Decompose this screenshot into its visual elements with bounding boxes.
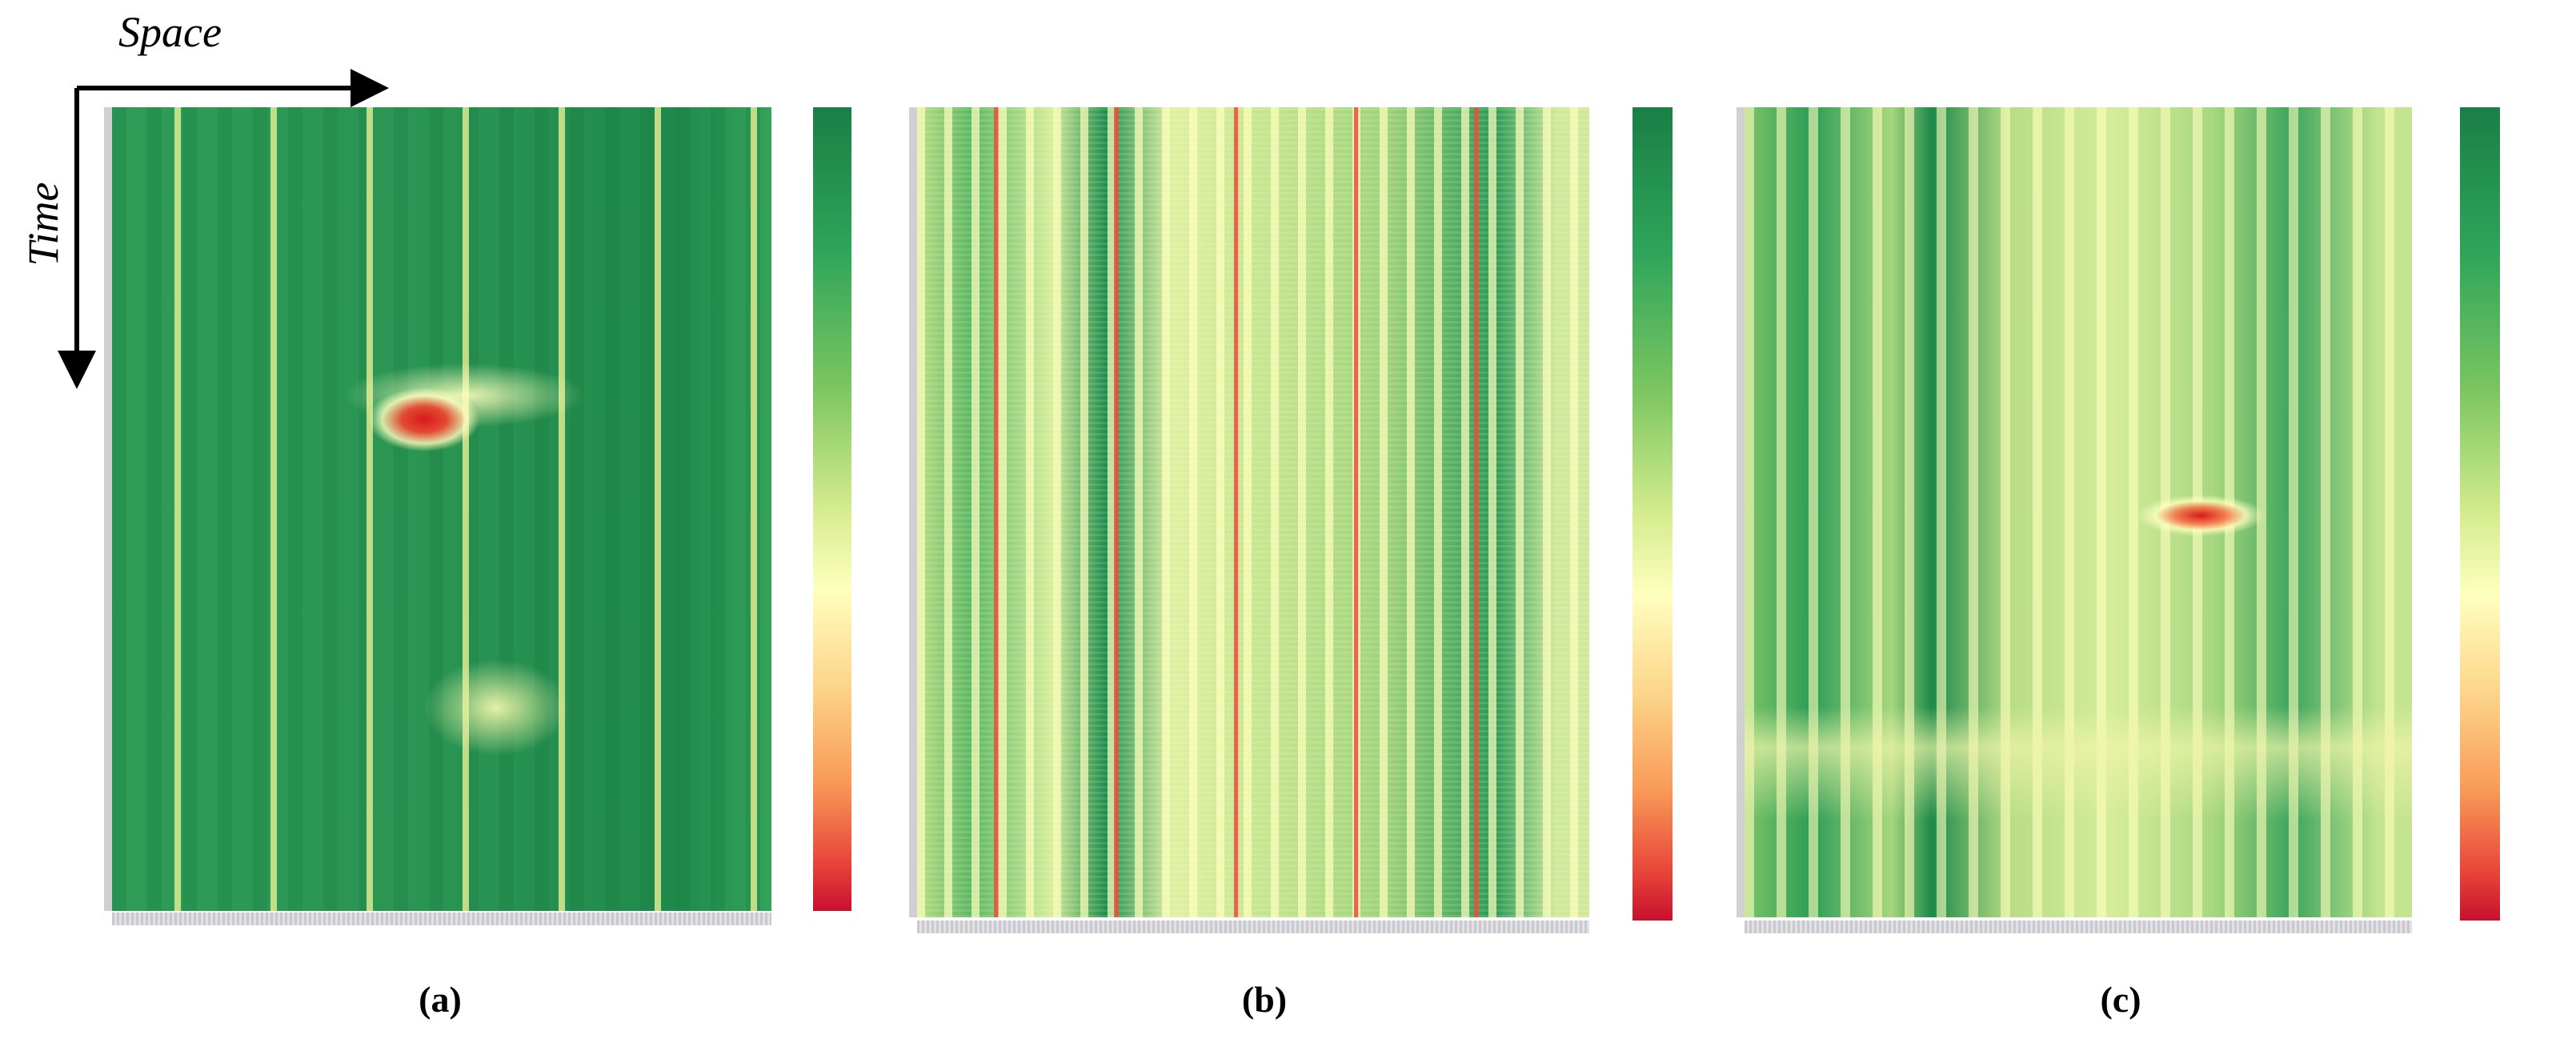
axis-strip (909, 107, 917, 917)
panel-label: (a) (419, 979, 462, 1020)
panel-label: (b) (1241, 979, 1288, 1020)
colorbar (2460, 107, 2500, 921)
axis-strip (917, 921, 1589, 933)
colorbar (813, 107, 851, 911)
space-label: Space (118, 8, 222, 56)
heatmap (1745, 107, 2412, 917)
axis-strip (1737, 107, 1745, 917)
heatmap (112, 107, 771, 911)
axis-strip (112, 913, 771, 925)
axis-strip (1745, 921, 2412, 933)
time-label: Time (19, 182, 67, 266)
colorbar (1633, 107, 1673, 921)
axis-arrows: Space Time (19, 8, 389, 389)
panel-label: (c) (2100, 979, 2141, 1020)
axis-strip (104, 107, 112, 911)
heatmap (917, 107, 1589, 917)
